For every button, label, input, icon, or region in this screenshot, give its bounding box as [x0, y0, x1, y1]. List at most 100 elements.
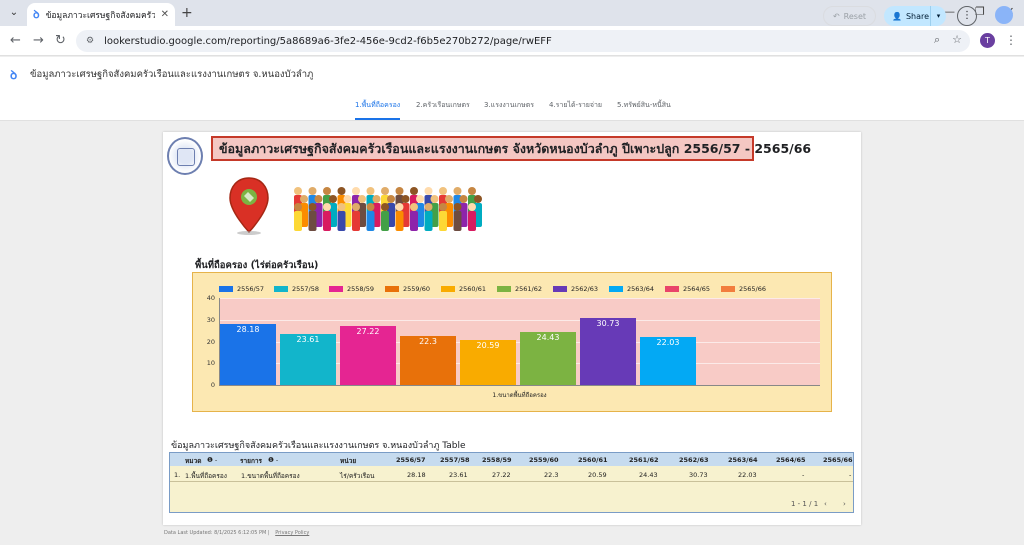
tab-farm-labor[interactable]: 3.แรงงานเกษตร — [484, 101, 535, 109]
x-axis — [219, 385, 820, 386]
bar[interactable] — [580, 318, 636, 385]
col-header-2563-64[interactable]: 2563/64 — [728, 456, 758, 464]
bar[interactable] — [400, 336, 456, 385]
legend-item[interactable]: 2563/64 — [609, 285, 654, 293]
legend-label: 2563/64 — [627, 285, 655, 293]
col-header-2556-57[interactable]: 2556/57 — [396, 456, 426, 464]
legend-item[interactable]: 2565/66 — [721, 285, 766, 293]
person-head — [445, 195, 453, 203]
map-pin-image — [229, 177, 269, 235]
person-figure — [424, 211, 433, 231]
legend-item[interactable]: 2561/62 — [497, 285, 542, 293]
tab-income-expense[interactable]: 4.รายได้-รายจ่าย — [549, 101, 602, 109]
cell-2563-64: 22.03 — [738, 471, 757, 479]
tab-land-holding[interactable]: 1.พื้นที่ถือครอง — [355, 101, 401, 120]
person-head — [366, 203, 375, 211]
footer-separator: | — [267, 530, 270, 536]
cell-2556-57: 28.18 — [407, 471, 426, 479]
legend-item[interactable]: 2558/59 — [329, 285, 374, 293]
bar[interactable] — [220, 323, 276, 385]
url-field[interactable]: ⚙ lookerstudio.google.com /reporting/5a8… — [76, 30, 970, 52]
y-tick-label: 30 — [206, 315, 215, 324]
person-head — [468, 203, 476, 211]
tab-assets-debts[interactable]: 5.ทรัพย์สิน-หนี้สิน — [617, 101, 671, 109]
bookmark-star-icon[interactable]: ☆ — [952, 33, 962, 46]
site-info-icon[interactable]: ⚙ — [86, 36, 95, 46]
person-figure — [468, 211, 476, 231]
report-title: ข้อมูลภาวะเศรษฐกิจสังคมครัวเรือนและแรงงา… — [30, 69, 314, 80]
more-options-icon[interactable]: ⋮ — [957, 6, 977, 26]
legend-item[interactable]: 2559/60 — [385, 285, 430, 293]
col-header-2557-58[interactable]: 2557/58 — [440, 456, 470, 464]
reset-button[interactable]: ↶ Reset — [823, 6, 876, 26]
privacy-policy-link[interactable]: Privacy Policy — [275, 530, 310, 536]
forward-icon[interactable]: → — [33, 33, 44, 48]
person-head — [430, 195, 439, 203]
minimize-icon[interactable]: — — [944, 5, 955, 18]
person-head — [343, 195, 352, 203]
report-banner: ข้อมูลภาวะเศรษฐกิจสังคมครัวเรือนและแรงงา… — [211, 136, 811, 161]
browser-profile-avatar[interactable]: T — [980, 33, 995, 48]
bar[interactable] — [640, 337, 696, 385]
legend-swatch — [385, 286, 399, 292]
col-header-2559-60[interactable]: 2559/60 — [529, 456, 559, 464]
legend-item[interactable]: 2556/57 — [219, 285, 264, 293]
account-avatar[interactable] — [995, 6, 1013, 24]
y-axis — [219, 298, 220, 385]
share-button[interactable]: 👤 Share ▾ — [884, 6, 946, 26]
legend-item[interactable]: 2564/65 — [665, 285, 710, 293]
chevron-left-icon[interactable]: ‹ — [824, 500, 827, 508]
tab-farm-households[interactable]: 2.ครัวเรือนเกษตร — [416, 101, 470, 109]
col-header-category[interactable]: หมวด — [185, 457, 202, 465]
bar-value-label: 22.03 — [656, 338, 680, 348]
bar[interactable] — [340, 325, 396, 385]
person-head — [459, 195, 468, 203]
legend-item[interactable]: 2562/63 — [553, 285, 598, 293]
col-header-2558-59[interactable]: 2558/59 — [482, 456, 512, 464]
person-head — [323, 187, 331, 195]
person-head — [366, 187, 375, 195]
new-tab-icon[interactable]: + — [181, 5, 193, 21]
info-icon[interactable]: ❶ - — [268, 456, 279, 464]
bar[interactable] — [520, 331, 576, 385]
legend-item[interactable]: 2557/58 — [274, 285, 319, 293]
col-header-2564-65[interactable]: 2564/65 — [776, 456, 806, 464]
crowd-illustration-image — [294, 187, 482, 231]
looker-logo-icon[interactable]: ꝺ — [10, 68, 18, 82]
share-dropdown-icon[interactable]: ▾ — [930, 6, 946, 26]
reload-icon[interactable]: ↻ — [55, 33, 66, 48]
chevron-right-icon[interactable]: › — [843, 500, 846, 508]
browser-tab[interactable]: ꝺ ข้อมูลภาวะเศรษฐกิจสังคมครัวเรือนแ ✕ — [27, 3, 175, 26]
tab-close-icon[interactable]: ✕ — [160, 9, 169, 20]
tab-search-icon[interactable]: ⌄ — [9, 7, 19, 18]
legend-swatch — [497, 286, 511, 292]
back-icon[interactable]: ← — [10, 33, 21, 48]
legend-swatch — [329, 286, 343, 292]
person-head — [381, 187, 389, 195]
table-header-row — [170, 453, 853, 466]
gridline — [219, 319, 820, 321]
gridline — [219, 341, 820, 343]
info-icon[interactable]: ❶ - — [207, 456, 218, 464]
zoom-icon[interactable]: ⌕ — [933, 33, 941, 46]
bar-value-label: 23.61 — [296, 334, 320, 344]
person-head — [401, 195, 410, 203]
browser-menu-icon[interactable]: ⋮ — [1005, 33, 1017, 47]
col-header-2560-61[interactable]: 2560/61 — [578, 456, 608, 464]
col-header-unit[interactable]: หน่วย — [340, 457, 357, 465]
col-header-item[interactable]: รายการ — [240, 457, 263, 465]
col-header-2561-62[interactable]: 2561/62 — [629, 456, 659, 464]
last-updated-text: Data Last Updated: 8/1/2025 6:12:05 PM — [164, 530, 267, 536]
cell-unit: ไร่/ครัวเรือน — [340, 472, 375, 480]
table-title: ข้อมูลภาวะเศรษฐกิจสังคมครัวเรือนและแรงงา… — [171, 441, 466, 451]
report-footer: Data Last Updated: 8/1/2025 6:12:05 PM |… — [164, 530, 309, 536]
legend-swatch — [441, 286, 455, 292]
restore-icon[interactable]: ❐ — [975, 5, 985, 18]
col-header-2565-66[interactable]: 2565/66 — [823, 456, 853, 464]
gridline — [219, 363, 820, 365]
bar[interactable] — [460, 340, 516, 385]
bar[interactable] — [280, 333, 336, 385]
legend-item[interactable]: 2560/61 — [441, 285, 486, 293]
share-label: Share — [905, 11, 930, 21]
col-header-2562-63[interactable]: 2562/63 — [679, 456, 709, 464]
